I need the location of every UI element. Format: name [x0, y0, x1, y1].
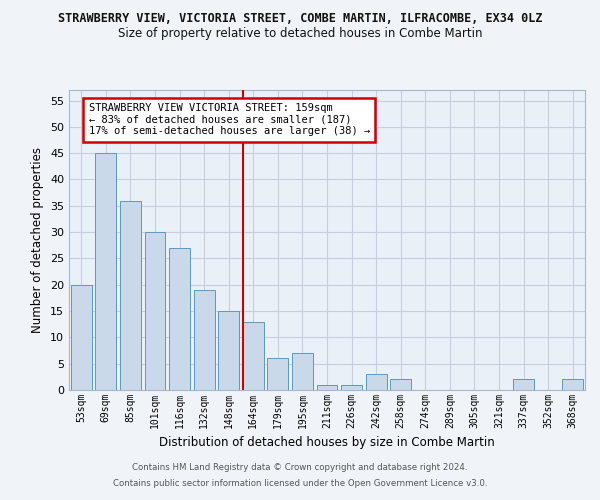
Bar: [562, 380, 583, 390]
Y-axis label: Number of detached properties: Number of detached properties: [31, 147, 44, 333]
Text: STRAWBERRY VIEW, VICTORIA STREET, COMBE MARTIN, ILFRACOMBE, EX34 0LZ: STRAWBERRY VIEW, VICTORIA STREET, COMBE …: [58, 12, 542, 26]
X-axis label: Distribution of detached houses by size in Combe Martin: Distribution of detached houses by size …: [159, 436, 495, 450]
Text: Size of property relative to detached houses in Combe Martin: Size of property relative to detached ho…: [118, 28, 482, 40]
Text: Contains HM Land Registry data © Crown copyright and database right 2024.: Contains HM Land Registry data © Crown c…: [132, 464, 468, 472]
Bar: [365, 374, 386, 390]
Bar: [95, 153, 116, 390]
Bar: [145, 232, 166, 390]
Bar: [513, 380, 534, 390]
Bar: [317, 384, 337, 390]
Bar: [194, 290, 215, 390]
Bar: [243, 322, 264, 390]
Bar: [341, 384, 362, 390]
Bar: [292, 353, 313, 390]
Bar: [120, 200, 141, 390]
Bar: [268, 358, 289, 390]
Bar: [390, 380, 411, 390]
Text: Contains public sector information licensed under the Open Government Licence v3: Contains public sector information licen…: [113, 478, 487, 488]
Text: STRAWBERRY VIEW VICTORIA STREET: 159sqm
← 83% of detached houses are smaller (18: STRAWBERRY VIEW VICTORIA STREET: 159sqm …: [89, 103, 370, 136]
Bar: [71, 284, 92, 390]
Bar: [218, 311, 239, 390]
Bar: [169, 248, 190, 390]
